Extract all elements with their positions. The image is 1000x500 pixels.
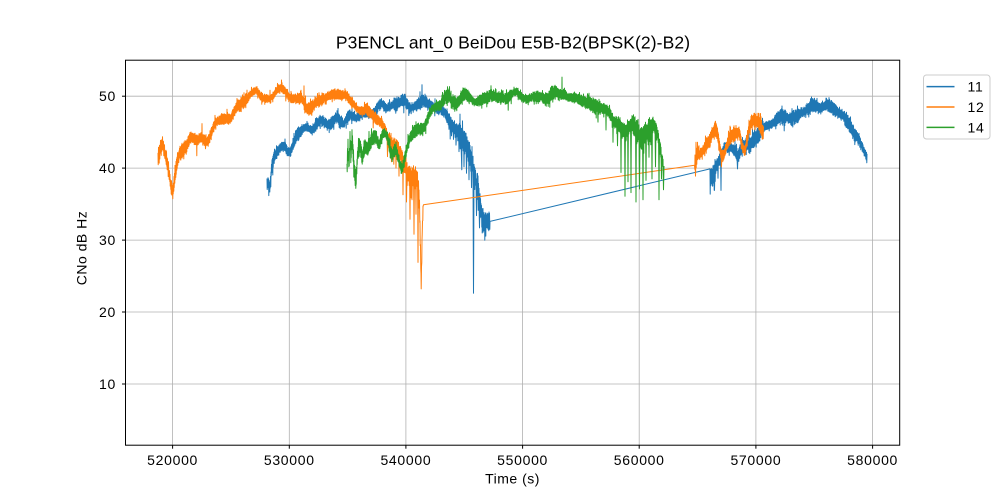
svg-text:530000: 530000 bbox=[264, 452, 315, 468]
svg-text:550000: 550000 bbox=[497, 452, 548, 468]
svg-text:14: 14 bbox=[968, 119, 985, 135]
svg-text:50: 50 bbox=[99, 88, 116, 104]
svg-text:P3ENCL ant_0 BeiDou E5B-B2(BPS: P3ENCL ant_0 BeiDou E5B-B2(BPSK(2)-B2) bbox=[336, 32, 690, 53]
svg-text:540000: 540000 bbox=[380, 452, 431, 468]
svg-text:30: 30 bbox=[99, 232, 116, 248]
svg-text:12: 12 bbox=[968, 99, 985, 115]
svg-text:580000: 580000 bbox=[847, 452, 898, 468]
svg-text:Time (s): Time (s) bbox=[485, 470, 540, 486]
svg-text:570000: 570000 bbox=[730, 452, 781, 468]
svg-text:520000: 520000 bbox=[147, 452, 198, 468]
svg-text:10: 10 bbox=[99, 376, 116, 392]
svg-text:CNo dB Hz: CNo dB Hz bbox=[74, 211, 90, 286]
svg-text:20: 20 bbox=[99, 304, 116, 320]
svg-text:560000: 560000 bbox=[614, 452, 665, 468]
svg-text:11: 11 bbox=[968, 79, 984, 95]
svg-text:40: 40 bbox=[99, 160, 116, 176]
